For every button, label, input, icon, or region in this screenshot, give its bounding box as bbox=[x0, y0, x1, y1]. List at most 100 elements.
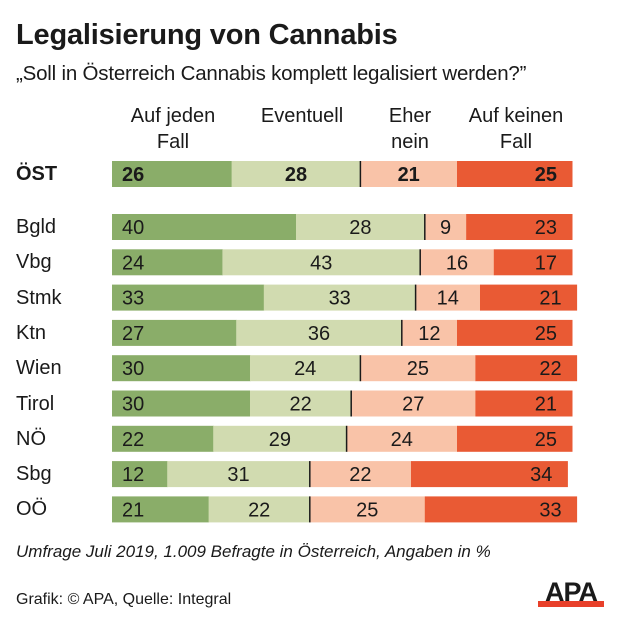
data-label-eher-nein: 25 bbox=[407, 358, 429, 380]
series-header-auf-jeden-fall: Auf jeden Fall bbox=[130, 105, 216, 153]
data-label-auf-jeden-fall: 24 bbox=[122, 252, 144, 274]
data-label-auf-jeden-fall: 30 bbox=[122, 358, 144, 380]
bar-segment-auf-jeden-fall bbox=[112, 319, 237, 346]
data-label-eventuell: 28 bbox=[349, 217, 371, 239]
category-label-oo: OÖ bbox=[16, 498, 48, 521]
data-label-eher-nein: 27 bbox=[402, 394, 424, 416]
bar-segment-eher-nein bbox=[346, 425, 458, 452]
bar-segment-auf-keinen-fall bbox=[493, 249, 573, 276]
data-label-eventuell: 29 bbox=[269, 429, 291, 451]
footnote: Umfrage Juli 2019, 1.009 Befragte in Öst… bbox=[16, 542, 491, 561]
data-label-auf-keinen-fall: 21 bbox=[535, 394, 557, 416]
data-label-eher-nein: 14 bbox=[437, 288, 459, 310]
bar-segment-eventuell bbox=[250, 390, 352, 417]
data-label-auf-keinen-fall: 33 bbox=[539, 499, 561, 521]
bar-row-wien: 30 24 25 22 bbox=[112, 355, 578, 382]
bar-row-vbg: 24 43 16 17 bbox=[112, 249, 573, 276]
bar-segment-auf-jeden-fall bbox=[112, 284, 265, 311]
bar-segment-eher-nein bbox=[351, 390, 476, 417]
bar-segment-auf-jeden-fall bbox=[112, 249, 223, 276]
bar-segment-eher-nein bbox=[401, 319, 458, 346]
bar-row-oo: 21 22 25 33 bbox=[112, 496, 578, 523]
bar-segment-eventuell bbox=[222, 249, 421, 276]
bar-row-ktn: 27 36 12 25 bbox=[112, 319, 573, 346]
category-label-vbg: Vbg bbox=[16, 251, 52, 274]
bar-segment-eher-nein bbox=[309, 461, 412, 488]
bar-row-tirol: 30 22 27 21 bbox=[112, 390, 573, 417]
category-label-no: NÖ bbox=[16, 427, 46, 450]
bar-segment-eventuell bbox=[213, 425, 348, 452]
data-label-auf-jeden-fall: 21 bbox=[122, 499, 144, 521]
bar-segment-eventuell bbox=[296, 214, 426, 240]
category-label-sbg: Sbg bbox=[16, 463, 52, 486]
bar-segment-eventuell bbox=[167, 461, 311, 488]
category-label-ost: ÖST bbox=[16, 163, 58, 185]
data-label-eher-nein: 12 bbox=[418, 323, 440, 345]
bar-row-bgld: 40 28 9 23 bbox=[112, 214, 573, 240]
series-header-eher-nein: Eher nein bbox=[388, 105, 432, 153]
data-label-eher-nein: 21 bbox=[398, 164, 420, 186]
category-label-ktn: Ktn bbox=[16, 321, 47, 344]
data-label-eher-nein: 24 bbox=[391, 429, 413, 451]
bar-row-sbg: 12 31 22 34 bbox=[112, 461, 568, 488]
data-label-eher-nein: 22 bbox=[349, 464, 371, 486]
bar-segment-auf-keinen-fall bbox=[457, 319, 573, 346]
data-label-auf-keinen-fall: 22 bbox=[539, 358, 561, 380]
bar-segment-auf-keinen-fall bbox=[457, 425, 573, 452]
bar-segment-auf-keinen-fall bbox=[411, 461, 568, 488]
bar-segment-eher-nein bbox=[360, 355, 476, 382]
category-label-tirol: Tirol bbox=[16, 392, 55, 415]
data-label-eventuell: 36 bbox=[308, 323, 330, 345]
bar-segment-auf-jeden-fall bbox=[112, 390, 251, 417]
bar-segment-auf-keinen-fall bbox=[424, 496, 578, 523]
bar-row-ost: 26 28 21 25 bbox=[112, 161, 573, 187]
bar-segment-eventuell bbox=[263, 284, 417, 311]
bar-segment-auf-keinen-fall bbox=[466, 214, 573, 240]
data-label-auf-jeden-fall: 12 bbox=[122, 464, 144, 486]
data-label-eventuell: 31 bbox=[227, 464, 249, 486]
data-label-eventuell: 22 bbox=[289, 394, 311, 416]
source-credit: Grafik: © APA, Quelle: Integral bbox=[16, 591, 232, 608]
bar-segment-auf-jeden-fall bbox=[112, 496, 210, 523]
bar-segment-eher-nein bbox=[360, 161, 458, 187]
series-header-eventuell: Eventuell bbox=[260, 105, 344, 127]
data-label-eher-nein: 16 bbox=[446, 252, 468, 274]
bar-segment-auf-keinen-fall bbox=[475, 355, 578, 382]
chart-subtitle: „Soll in Österreich Cannabis komplett le… bbox=[16, 62, 527, 85]
data-label-eventuell: 43 bbox=[310, 252, 332, 274]
bar-row-stmk: 33 33 14 21 bbox=[112, 284, 578, 311]
bar-segment-eher-nein bbox=[415, 284, 481, 311]
series-header-auf-keinen-fall: Auf keinen Fall bbox=[468, 105, 564, 153]
category-label-bgld: Bgld bbox=[16, 216, 57, 238]
data-label-auf-jeden-fall: 27 bbox=[122, 323, 144, 345]
data-label-eventuell: 33 bbox=[329, 288, 351, 310]
data-label-auf-keinen-fall: 25 bbox=[535, 429, 557, 451]
data-label-auf-keinen-fall: 25 bbox=[535, 164, 557, 186]
category-label-wien: Wien bbox=[16, 357, 62, 380]
data-label-eventuell: 28 bbox=[285, 164, 307, 186]
bar-segment-auf-jeden-fall bbox=[112, 461, 168, 488]
data-label-auf-keinen-fall: 34 bbox=[530, 464, 552, 486]
apa-logo: APA bbox=[538, 578, 604, 607]
bar-segment-eventuell bbox=[250, 355, 361, 382]
bar-segment-auf-jeden-fall bbox=[112, 425, 214, 452]
data-label-auf-jeden-fall: 33 bbox=[122, 288, 144, 310]
chart-title: Legalisierung von Cannabis bbox=[16, 19, 398, 51]
category-label-stmk: Stmk bbox=[16, 286, 62, 309]
bar-segment-eher-nein bbox=[424, 214, 467, 240]
data-label-auf-jeden-fall: 30 bbox=[122, 394, 144, 416]
data-label-eher-nein: 9 bbox=[440, 217, 451, 239]
bar-segment-auf-jeden-fall bbox=[112, 214, 297, 240]
data-label-auf-jeden-fall: 26 bbox=[122, 164, 144, 186]
bar-segment-eventuell bbox=[208, 496, 311, 523]
bar-segment-auf-keinen-fall bbox=[480, 284, 578, 311]
bar-segment-auf-jeden-fall bbox=[112, 161, 233, 187]
data-label-eventuell: 22 bbox=[248, 499, 270, 521]
data-label-eher-nein: 25 bbox=[356, 499, 378, 521]
data-label-auf-keinen-fall: 23 bbox=[535, 217, 557, 239]
data-label-auf-keinen-fall: 17 bbox=[535, 252, 557, 274]
data-label-auf-jeden-fall: 40 bbox=[122, 217, 144, 239]
bar-segment-auf-keinen-fall bbox=[457, 161, 573, 187]
data-label-auf-keinen-fall: 25 bbox=[535, 323, 557, 345]
